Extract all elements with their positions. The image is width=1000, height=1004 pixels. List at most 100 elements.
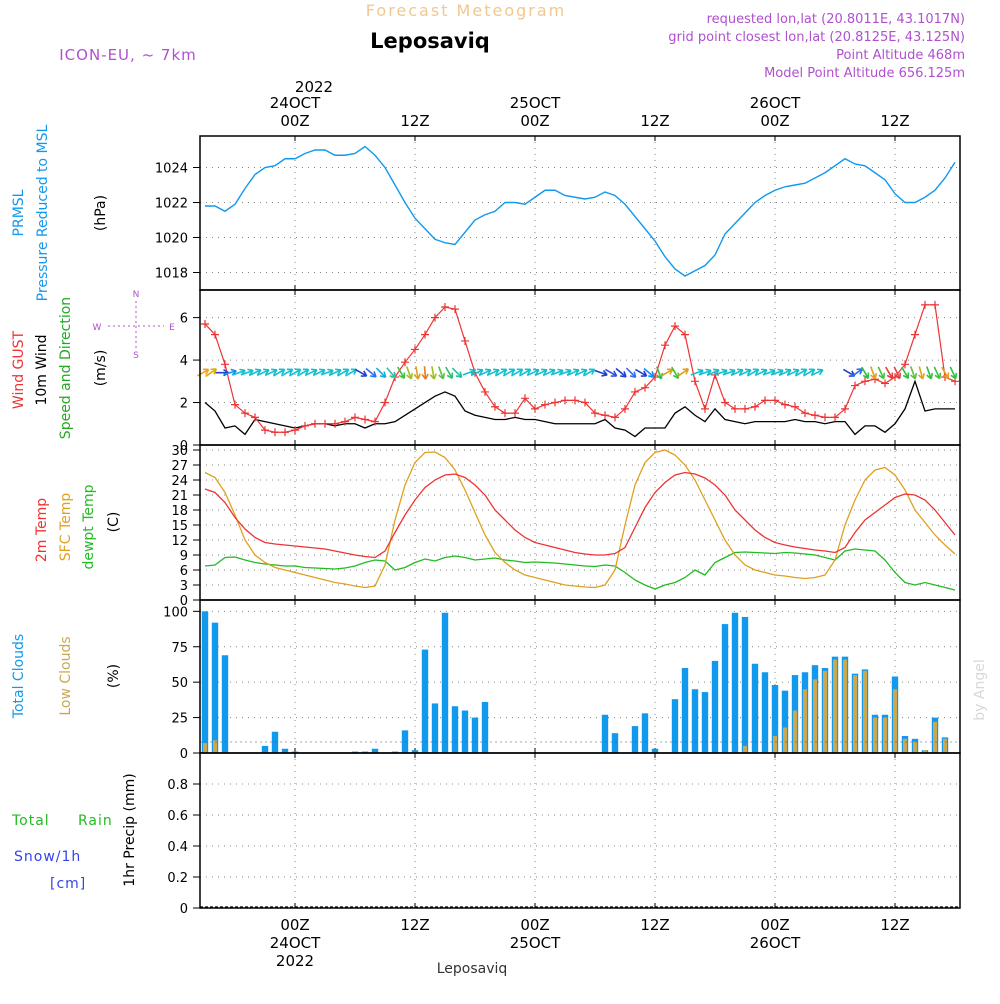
compass-indicator: N W E S xyxy=(93,290,176,361)
low-cloud-bar xyxy=(923,750,927,753)
label-percent: (%) xyxy=(106,664,122,688)
wind-arrow-head xyxy=(210,368,218,375)
total-cloud-bar xyxy=(701,692,709,753)
low-cloud-bar xyxy=(843,659,847,753)
gust-marker xyxy=(521,394,529,403)
pressure-line xyxy=(205,145,956,277)
wind-arrow-head xyxy=(737,368,744,376)
wind-direction-arrow xyxy=(677,368,689,378)
wind-direction-arrow xyxy=(386,367,396,379)
wind-arrow-head xyxy=(601,369,608,377)
total-cloud-bar xyxy=(651,748,659,753)
gust-marker xyxy=(431,313,439,322)
gust-marker xyxy=(441,302,449,311)
gust-marker xyxy=(601,411,609,420)
top-year: 2022 xyxy=(295,78,333,96)
wind-arrow-head xyxy=(398,372,406,380)
wind-arrow-head xyxy=(573,368,580,376)
gust-marker xyxy=(211,330,219,339)
wind-arrow-head xyxy=(379,371,387,379)
gust-marker xyxy=(801,409,809,418)
wind-arrow-head xyxy=(793,368,800,376)
y-tick-label: 3 xyxy=(180,579,188,594)
wind-arrow-head xyxy=(682,368,690,375)
wind-arrow-head xyxy=(785,368,792,376)
wind-direction-arrow xyxy=(625,367,637,378)
label-rain: Rain xyxy=(78,813,113,829)
wind-direction-arrow xyxy=(802,368,816,377)
total-cloud-bar xyxy=(761,672,769,753)
location-title: Leposaviq xyxy=(370,29,490,53)
wind-arrow-head xyxy=(917,373,926,380)
plot-panels: 1018102010221024024603691215182124273002… xyxy=(155,135,961,917)
total-cloud-bar xyxy=(221,655,229,753)
gust-marker xyxy=(281,428,289,437)
total-cloud-bar xyxy=(201,611,209,753)
wind-direction-arrow xyxy=(288,368,302,377)
wind-arrow-head xyxy=(588,368,596,375)
total-cloud-bar xyxy=(441,612,449,753)
x-tick-label-top: 12Z xyxy=(640,112,669,130)
wind-direction-arrow xyxy=(365,367,377,378)
dewpoint-line xyxy=(204,548,956,591)
wind-direction-arrow xyxy=(406,366,412,380)
wind-direction-arrow xyxy=(397,366,405,379)
wind-arrow-head xyxy=(640,370,648,377)
y-tick-label: 25 xyxy=(171,712,188,727)
gust-marker xyxy=(831,413,839,422)
wind-direction-arrow xyxy=(280,368,294,377)
wind-direction-arrow xyxy=(320,369,334,376)
wind-direction-arrow xyxy=(486,369,500,377)
low-cloud-bar xyxy=(813,679,817,753)
wind-direction-arrow xyxy=(354,368,368,377)
gust-marker xyxy=(741,404,749,413)
wind-arrow-head xyxy=(541,368,548,376)
gust-marker xyxy=(631,387,639,396)
wind-arrow-head xyxy=(508,368,516,375)
y-tick-label: 0 xyxy=(180,594,188,609)
y-tick-label: 15 xyxy=(171,519,188,534)
wind-arrow-head xyxy=(446,372,454,380)
compass-e: E xyxy=(169,323,175,333)
panel-frame xyxy=(199,289,961,446)
wind-arrow-head xyxy=(263,368,270,376)
gust-marker xyxy=(761,396,769,405)
gust-marker xyxy=(721,398,729,407)
x-tick-label-bottom: 24OCT xyxy=(270,934,321,952)
x-tick-label-bottom: 12Z xyxy=(880,916,909,934)
wind-arrow-head xyxy=(278,368,286,375)
wind-arrow-head xyxy=(255,368,262,376)
total-cloud-bar xyxy=(261,745,269,753)
wind-direction-arrow xyxy=(415,366,419,380)
panel-frame xyxy=(199,752,961,909)
gust-marker xyxy=(401,358,409,367)
x-tick-label-top: 00Z xyxy=(520,112,549,130)
y-tick-label: 9 xyxy=(180,549,188,564)
wind-direction-arrow xyxy=(722,369,736,376)
y-tick-label: 30 xyxy=(171,444,188,459)
y-tick-label: 1022 xyxy=(155,197,188,212)
gust-marker xyxy=(701,404,709,413)
total-cloud-bar xyxy=(461,710,469,753)
wind-arrow-head xyxy=(620,371,627,378)
wind-direction-arrow xyxy=(375,367,387,378)
wind-arrow-head xyxy=(629,371,637,379)
gust-marker xyxy=(581,398,589,407)
y-tick-label: 0 xyxy=(180,747,188,762)
gust-marker xyxy=(311,419,319,428)
low-cloud-bar xyxy=(903,738,907,753)
gridpoint-coords: grid point closest lon,lat (20.8125E, 43… xyxy=(668,30,965,45)
panel-clouds: 0 25 50 75 100 xyxy=(163,599,961,762)
y-tick-label: 6 xyxy=(180,564,188,579)
gust-marker xyxy=(591,409,599,418)
wind-arrow-head xyxy=(856,368,864,375)
wind-direction-arrow xyxy=(901,366,909,379)
label-2m-temp: 2m Temp xyxy=(34,498,50,562)
wind-direction-arrow xyxy=(205,368,217,378)
wind-arrow-head xyxy=(202,368,210,375)
subtitle: Forecast Meteogram xyxy=(366,1,566,20)
y-tick-label: 6 xyxy=(180,312,188,327)
gust-marker xyxy=(501,409,509,418)
temp-2m-line xyxy=(204,471,956,559)
wind-arrow-head xyxy=(808,368,816,375)
